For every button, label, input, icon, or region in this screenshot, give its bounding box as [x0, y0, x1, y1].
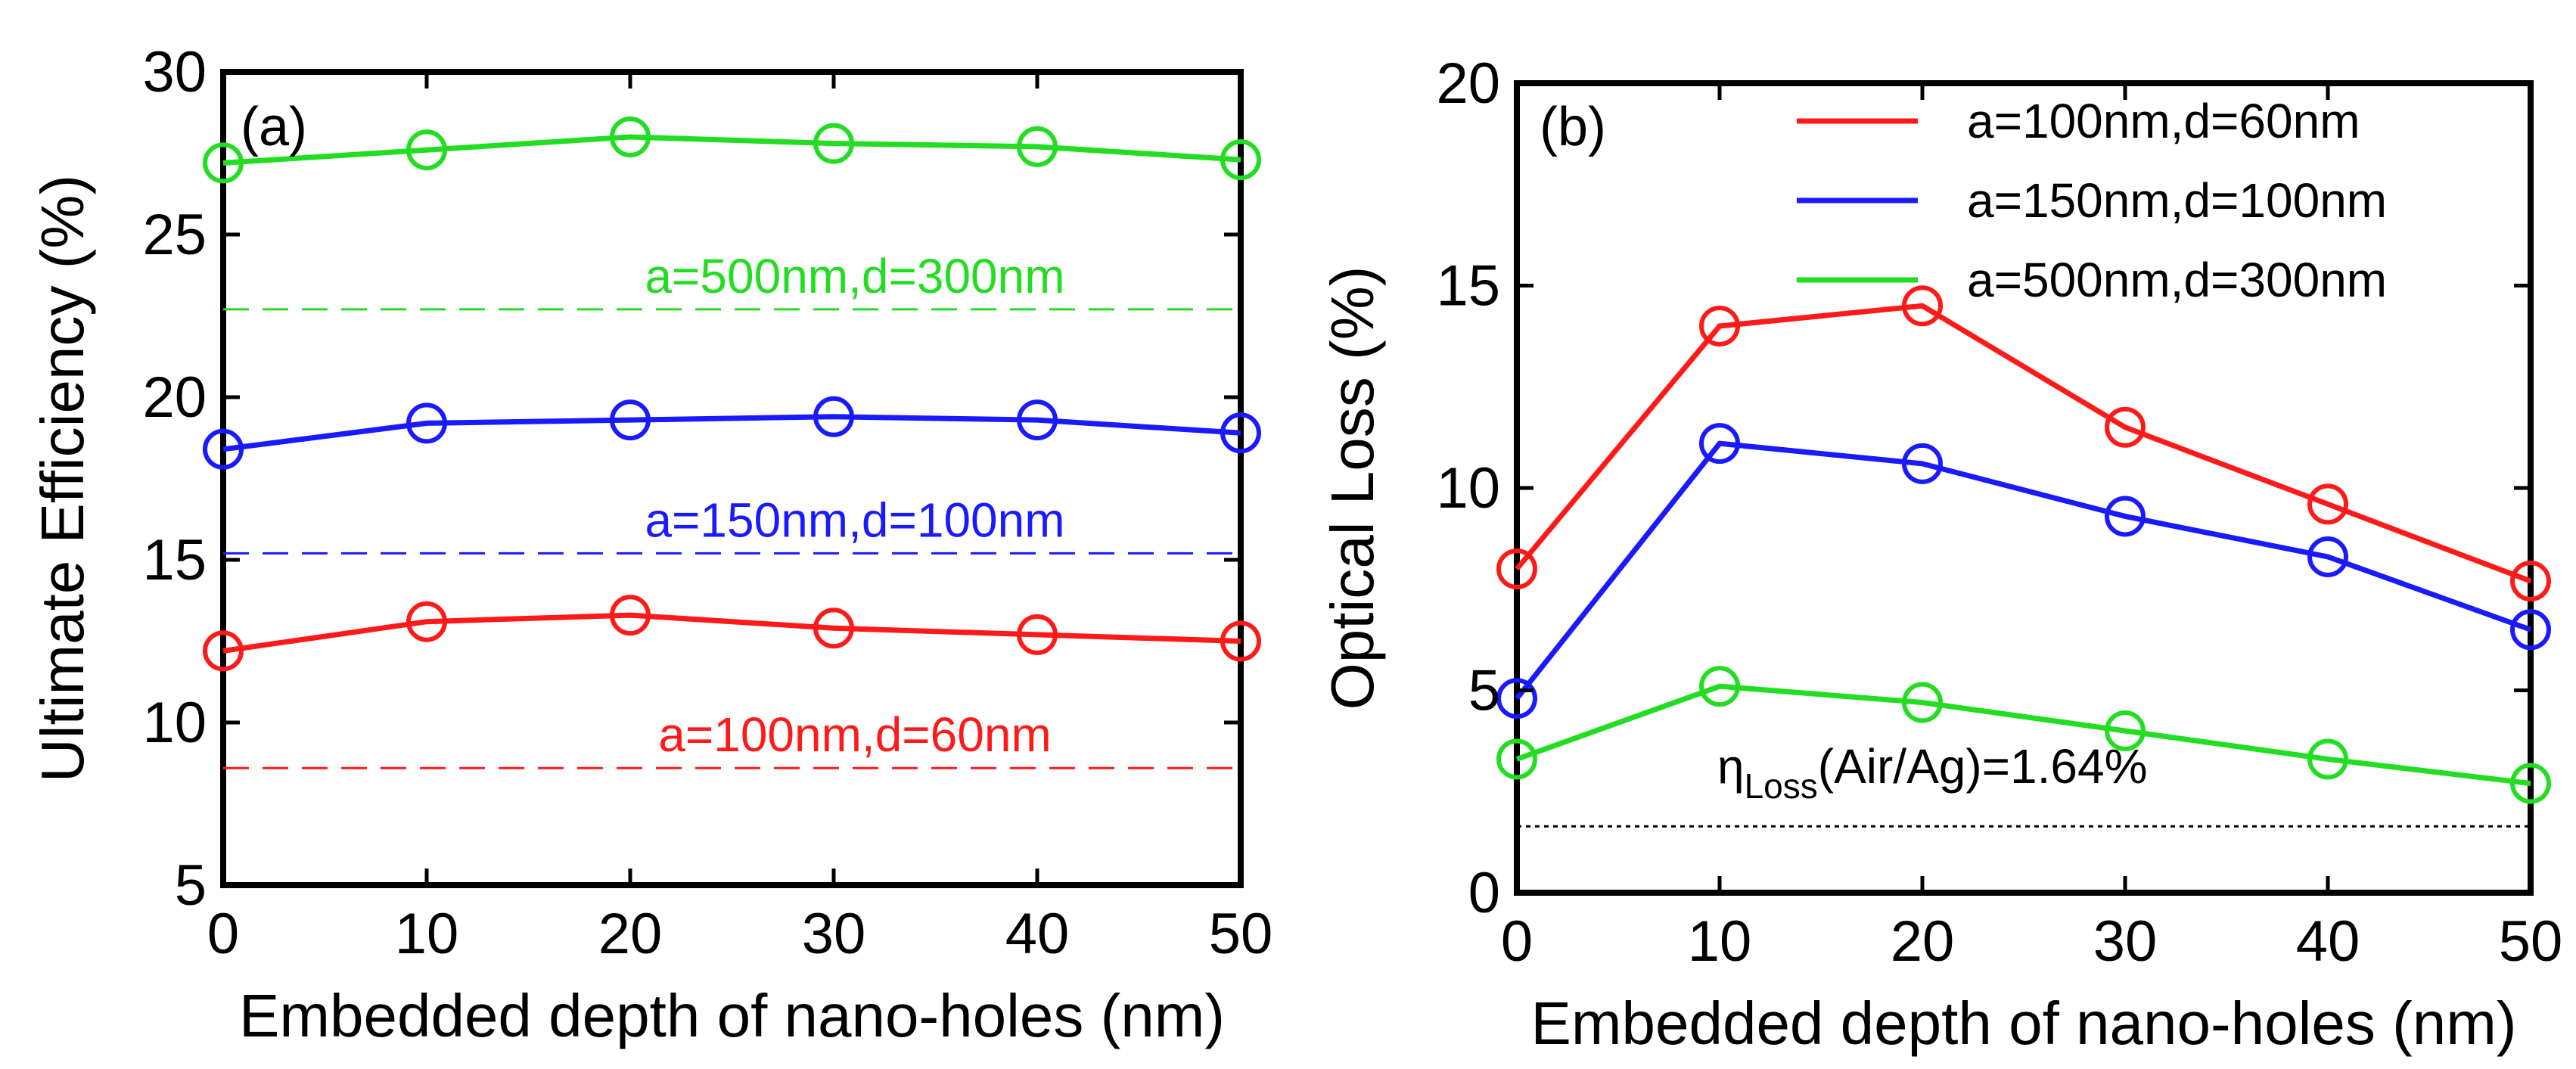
panel-b-data-point [2307, 738, 2348, 780]
panel-b-y-axis-label: Optical Loss (%) [1319, 266, 1386, 710]
panel-a-data-point [406, 601, 447, 642]
panel-b-x-tick-label: 0 [1501, 909, 1533, 974]
panel-a-series-line [222, 134, 1241, 166]
panel-b-data-point [2510, 561, 2551, 602]
panel-a-series-a=100nm,d=60nm [203, 595, 1261, 672]
panel-a-x-tick-label: 20 [598, 902, 663, 966]
panel-b-series-line [1515, 303, 2532, 584]
panel-a-data-point [1017, 399, 1058, 441]
panel-a-series-line [222, 414, 1241, 452]
panel-a-data-point [813, 608, 854, 649]
panel-a-reference-label: a=150nm,d=100nm [645, 493, 1064, 547]
panel-a-reference-lines: a=500nm,d=300nm a=150nm,d=100nm a=100nm,d=… [223, 249, 1241, 769]
panel-b-series-a=100nm,d=60nm [1496, 285, 2551, 602]
panel-b-data-point [2105, 710, 2146, 751]
panel-b-data-point [2105, 406, 2146, 448]
annotation-text: (Air/Ag)=1.64% [1818, 739, 2148, 794]
panel-b-data-point [1699, 423, 1740, 465]
panel-a-y-ticks: 5 10 15 20 25 30 [142, 40, 1241, 918]
panel-a-data-point [610, 117, 651, 157]
panel-b-data-point [2105, 496, 2146, 537]
panel-a-y-tick-label: 15 [142, 528, 207, 592]
legend-entry: a=100nm,d=60nm [1967, 94, 2360, 148]
panel-a-series-line [222, 612, 1241, 654]
panel-b-loss-annotation: ηLoss(Air/Ag)=1.64% [1717, 739, 2148, 806]
panel-a-plot-frame [220, 69, 1244, 888]
panel-b-y-ticks: 0 5 10 15 20 [1436, 51, 2531, 925]
panel-a-reference-label: a=100nm,d=60nm [658, 707, 1052, 762]
panel-b-y-tick-label: 10 [1436, 456, 1500, 521]
panel-a-data-point [1220, 620, 1261, 662]
panel-a-x-tick-label: 40 [1005, 902, 1070, 966]
panel-b-x-ticks: 0 10 20 30 40 50 [1501, 83, 2562, 974]
panel-b-data-point [2307, 536, 2348, 577]
panel-a-x-axis-label: Embedded depth of nano-holes (nm) [239, 982, 1225, 1049]
panel-a-x-tick-label: 10 [395, 902, 459, 966]
panel-b-data-point [1496, 738, 1537, 780]
panel-b-legend: a=100nm,d=60nm a=150nm,d=100nm a=500nm,d=3… [1797, 94, 2387, 307]
panel-b-y-tick-label: 5 [1468, 659, 1500, 723]
panel-b-data-point [1902, 443, 1943, 484]
panel-a-data-point [610, 595, 651, 636]
panel-a-series-a=150nm,d=100nm [203, 396, 1261, 470]
panel-a-data-point [610, 399, 651, 441]
panel-b-x-tick-label: 50 [2499, 909, 2563, 974]
panel-b-data-point [2307, 483, 2348, 525]
panel-a-data-point [1017, 614, 1058, 655]
panel-b-y-tick-label: 15 [1436, 254, 1500, 319]
panel-a-x-tick-label: 30 [802, 902, 866, 966]
panel-a-x-ticks: 0 10 20 30 40 50 [207, 72, 1272, 966]
panel-b-x-tick-label: 30 [2093, 909, 2158, 974]
panel-b-series-a=500nm,d=300nm [1496, 666, 2551, 804]
panel-a-data-point [1220, 412, 1261, 454]
panel-b-series [1496, 285, 2551, 804]
panel-a-series-a=500nm,d=300nm [203, 117, 1261, 184]
panel-b-label: (b) [1540, 97, 1606, 157]
panel-b-data-point [1902, 285, 1943, 327]
panel-b-series-a=150nm,d=100nm [1496, 423, 2551, 719]
panel-b-x-tick-label: 20 [1891, 909, 1955, 974]
panel-a-y-tick-label: 25 [142, 203, 207, 267]
panel-b-x-tick-label: 10 [1688, 909, 1752, 974]
panel-b-data-point [1496, 548, 1537, 589]
loss-subscript: Loss [1745, 766, 1818, 806]
panel-a-data-point [203, 428, 244, 470]
panel-b-series-line [1515, 440, 2532, 701]
panel-a-data-point [406, 402, 447, 444]
panel-a-data-point [203, 142, 244, 184]
panel-a-data-point [813, 123, 854, 164]
panel-b-data-point [2510, 763, 2551, 804]
panel-a-data-point [203, 630, 244, 672]
panel-a-data-point [1017, 126, 1058, 167]
legend-entry: a=500nm,d=300nm [1967, 253, 2387, 307]
panel-a-y-tick-label: 20 [142, 365, 207, 430]
panel-a-data-point [406, 129, 447, 171]
panel-a-x-tick-label: 0 [207, 902, 239, 966]
panel-a-reference-label: a=500nm,d=300nm [645, 249, 1064, 303]
panel-a-label: (a) [241, 97, 307, 157]
panel-b-x-tick-label: 40 [2296, 909, 2360, 974]
panel-a-series [203, 117, 1261, 672]
panel-b-y-tick-label: 20 [1436, 51, 1500, 116]
panel-b-data-point [2510, 609, 2551, 651]
panel-b-series-line [1515, 683, 2531, 787]
panel-b-data-point [1699, 666, 1740, 707]
panel-b-y-tick-label: 0 [1468, 861, 1500, 925]
panel-a-y-axis-label: Ultimate Efficiency (%) [29, 175, 96, 782]
panel-a-data-point [1220, 139, 1261, 181]
panel-a-x-tick-label: 50 [1209, 902, 1273, 966]
panel-a-data-point [813, 396, 854, 437]
panel-b-data-point [1902, 682, 1943, 723]
panel-b-data-point [1699, 306, 1740, 346]
panel-a-y-tick-label: 5 [175, 853, 207, 918]
panel-b-optical-loss-chart: 0 10 20 30 40 50 0 5 10 15 20 (b) Embedded depth … [1319, 51, 2562, 1057]
panel-a-y-tick-label: 30 [142, 40, 207, 104]
eta-symbol: η [1717, 739, 1745, 794]
panel-a-y-tick-label: 10 [142, 691, 207, 755]
panel-b-x-axis-label: Embedded depth of nano-holes (nm) [1530, 990, 2516, 1057]
panel-b-data-point [1496, 678, 1537, 719]
panel-a-efficiency-chart: a=500nm,d=300nm a=150nm,d=100nm a=100nm,d=… [29, 40, 1272, 1049]
legend-entry: a=150nm,d=100nm [1967, 173, 2387, 228]
